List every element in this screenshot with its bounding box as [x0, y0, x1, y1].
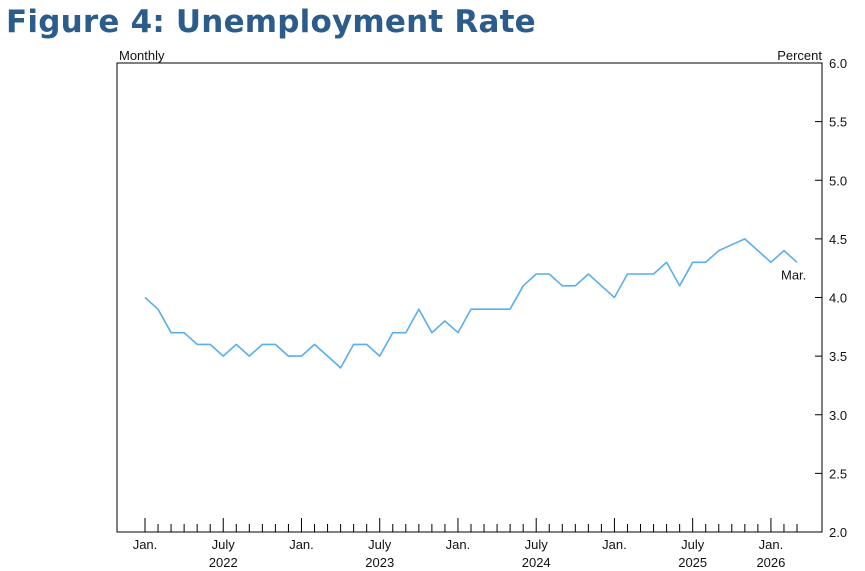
- x-tick-label: July: [368, 537, 392, 552]
- data-point: [665, 261, 668, 264]
- y-tick-label: 2.5: [829, 466, 847, 481]
- data-point: [509, 308, 512, 311]
- data-point: [196, 343, 199, 346]
- y-tick-label: 4.0: [829, 291, 847, 306]
- data-point: [170, 331, 173, 334]
- data-point: [404, 331, 407, 334]
- data-point: [561, 284, 564, 287]
- units-label: Percent: [777, 48, 822, 63]
- data-point: [639, 273, 642, 276]
- data-point: [222, 355, 225, 358]
- x-tick-label: Jan.: [602, 537, 627, 552]
- figure-title: Figure 4: Unemployment Rate: [6, 4, 536, 40]
- data-point: [417, 308, 420, 311]
- x-tick-label: July: [681, 537, 705, 552]
- data-point: [730, 243, 733, 246]
- data-point: [691, 261, 694, 264]
- data-point: [261, 343, 264, 346]
- data-point: [456, 331, 459, 334]
- data-point: [235, 343, 238, 346]
- data-point: [535, 273, 538, 276]
- x-year-label: 2023: [365, 555, 394, 570]
- x-tick-label: July: [212, 537, 236, 552]
- series-line-unemployment: [144, 238, 798, 369]
- data-point: [378, 355, 381, 358]
- data-point: [769, 261, 772, 264]
- y-axis: 2.0 2.5 3.0 3.5 4.0 4.5 5.0 5.5 6.0: [815, 56, 847, 540]
- x-year-label: 2025: [678, 555, 707, 570]
- data-point: [365, 343, 368, 346]
- data-point: [443, 319, 446, 322]
- data-point: [287, 355, 290, 358]
- frequency-label: Monthly: [119, 48, 165, 63]
- data-point: [483, 308, 486, 311]
- data-point: [339, 366, 342, 369]
- data-point: [144, 296, 147, 299]
- data-point: [352, 343, 355, 346]
- data-point: [743, 237, 746, 240]
- x-year-label: 2024: [522, 555, 551, 570]
- plot-frame: [116, 62, 823, 533]
- data-point: [248, 355, 251, 358]
- data-point: [613, 296, 616, 299]
- data-point: [430, 331, 433, 334]
- y-tick-label: 2.0: [829, 525, 847, 540]
- data-point: [209, 343, 212, 346]
- data-point: [300, 355, 303, 358]
- y-tick-label: 6.0: [829, 56, 847, 71]
- y-tick-label: 3.0: [829, 408, 847, 423]
- x-tick-label: Jan.: [759, 537, 784, 552]
- y-tick-label: 3.5: [829, 349, 847, 364]
- data-point: [704, 261, 707, 264]
- end-label: Mar.: [781, 267, 806, 282]
- data-point: [183, 331, 186, 334]
- data-point: [326, 355, 329, 358]
- data-point: [626, 273, 629, 276]
- x-axis: Jan. July 2022 Jan. July 2023 Jan. July 2024 Jan.…: [133, 518, 798, 570]
- y-tick-label: 5.0: [829, 173, 847, 188]
- data-point: [600, 284, 603, 287]
- data-point: [717, 249, 720, 252]
- data-point: [313, 343, 316, 346]
- data-point: [678, 284, 681, 287]
- data-point: [522, 284, 525, 287]
- data-point: [496, 308, 499, 311]
- y-tick-label: 5.5: [829, 115, 847, 130]
- data-point: [548, 273, 551, 276]
- x-tick-label: Jan.: [133, 537, 158, 552]
- data-point: [756, 249, 759, 252]
- data-point: [782, 249, 785, 252]
- x-year-label: 2022: [209, 555, 238, 570]
- x-tick-label: Jan.: [446, 537, 471, 552]
- x-tick-label: July: [525, 537, 549, 552]
- data-point: [157, 308, 160, 311]
- data-point: [796, 261, 799, 264]
- x-year-label: 2026: [756, 555, 785, 570]
- x-tick-label: Jan.: [289, 537, 314, 552]
- data-point: [274, 343, 277, 346]
- data-point: [574, 284, 577, 287]
- y-tick-label: 4.5: [829, 232, 847, 247]
- data-point: [587, 273, 590, 276]
- data-point: [652, 273, 655, 276]
- data-point: [391, 331, 394, 334]
- data-point: [470, 308, 473, 311]
